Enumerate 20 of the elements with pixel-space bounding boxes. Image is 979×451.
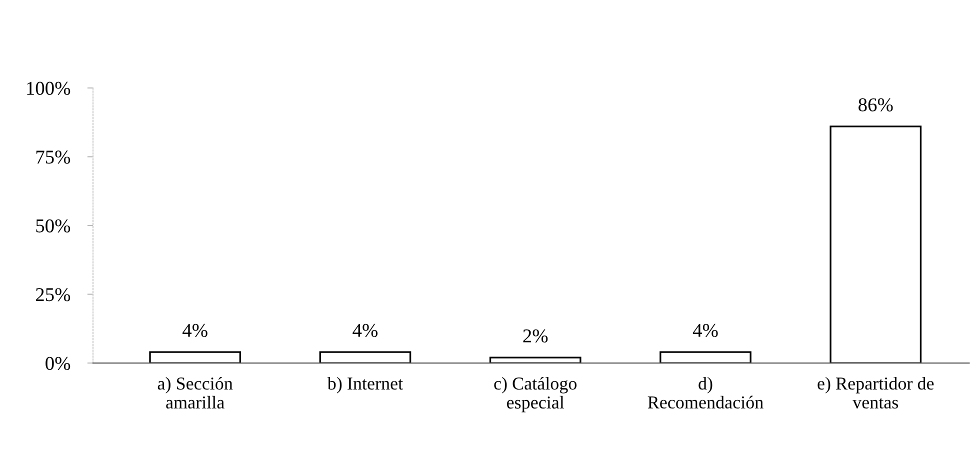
x-tick-label: e) Repartidor de ventas — [818, 376, 934, 409]
x-tick-label: d) Recomendación — [648, 376, 764, 409]
y-tick-label: 75% — [36, 150, 70, 164]
y-tick-label: 50% — [36, 219, 70, 232]
data-label: 4% — [692, 324, 718, 338]
bar — [149, 351, 242, 364]
x-tick-label: c) Catálogo especial — [494, 376, 577, 412]
data-label: 4% — [182, 324, 208, 338]
y-tick-label: 0% — [46, 356, 70, 370]
data-label: 86% — [858, 98, 893, 112]
bar — [830, 126, 922, 364]
y-tick-label: 100% — [27, 82, 70, 95]
data-label: 2% — [523, 329, 548, 343]
x-tick-label: b) Internet — [327, 376, 403, 394]
data-label: 4% — [352, 324, 378, 338]
y-tick-label: 25% — [36, 288, 70, 302]
x-tick-label: a) Sección amarilla — [158, 376, 233, 409]
bar — [660, 351, 752, 364]
bar — [319, 351, 412, 364]
bar — [489, 356, 582, 364]
